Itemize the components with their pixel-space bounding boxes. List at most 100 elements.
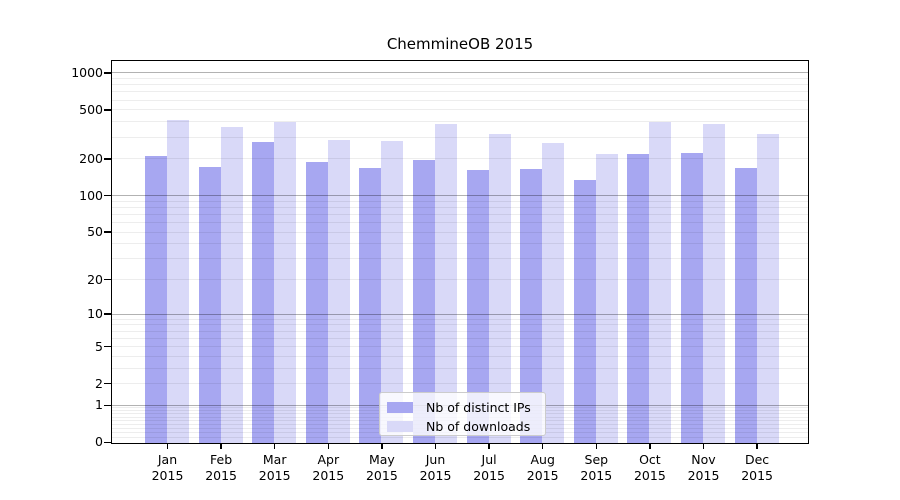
legend-swatch-distinct-ips [387, 402, 413, 413]
x-tick-month: Mar [262, 452, 287, 467]
x-tick-mark [595, 444, 598, 449]
x-tick-label: May 2015 [350, 452, 414, 484]
y-tick-label: 1 [95, 397, 103, 413]
x-tick-month: Aug [530, 452, 555, 467]
x-tick-label: Feb 2015 [189, 452, 253, 484]
y-tick-label: 100 [79, 187, 103, 203]
y-tick-mark [104, 278, 111, 281]
minor-gridline [112, 213, 808, 215]
minor-gridline [112, 77, 808, 79]
x-tick-mark [327, 444, 330, 449]
x-tick-year: 2015 [633, 468, 666, 483]
x-tick-month: Sep [584, 452, 609, 467]
legend-label: Nb of downloads [426, 419, 531, 434]
bar-distinct-ips [412, 159, 435, 443]
legend-label: Nb of distinct IPs [426, 400, 531, 415]
y-tick-mark [104, 313, 111, 315]
x-tick-month: Oct [639, 452, 661, 467]
x-tick-year: 2015 [473, 468, 505, 483]
legend-item: Nb of downloads [387, 418, 545, 435]
x-tick-year: 2015 [312, 468, 345, 483]
bar-downloads [166, 119, 189, 443]
minor-gridline [112, 121, 808, 123]
minor-gridline [112, 206, 808, 208]
bar-distinct-ips [734, 167, 757, 443]
y-tick-label: 1000 [71, 64, 103, 80]
x-tick-year: 2015 [258, 468, 291, 483]
minor-gridline [112, 355, 808, 357]
y-tick-mark [104, 157, 111, 160]
x-tick-month: Jan [157, 452, 178, 467]
minor-gridline [112, 200, 808, 202]
y-tick-mark [104, 345, 111, 348]
y-tick-label: 2 [95, 375, 103, 391]
plot-area: Nb of distinct IPs Nb of downloads [111, 60, 809, 444]
bar-distinct-ips [627, 153, 650, 443]
bar-downloads [274, 122, 297, 443]
minor-gridline [112, 84, 808, 86]
x-tick-year: 2015 [151, 468, 184, 483]
minor-gridline [112, 318, 808, 320]
chart-title: ChemmineOB 2015 [386, 35, 534, 53]
x-tick-mark [434, 444, 437, 449]
bar-downloads [327, 139, 350, 443]
x-tick-year: 2015 [205, 468, 237, 483]
x-tick-label: Mar 2015 [243, 452, 307, 484]
bar-downloads [220, 126, 243, 443]
y-tick-mark [104, 441, 111, 444]
bar-distinct-ips [573, 179, 596, 443]
x-tick-year: 2015 [365, 468, 398, 483]
minor-gridline [112, 221, 808, 223]
y-tick-mark [104, 231, 111, 233]
y-tick-mark [104, 72, 111, 74]
legend-swatch-downloads [387, 421, 413, 432]
minor-gridline [112, 345, 808, 347]
y-tick-label: 5 [95, 338, 103, 354]
minor-gridline [112, 436, 808, 438]
y-tick-label: 200 [79, 150, 103, 166]
x-tick-label: Oct 2015 [618, 452, 682, 484]
x-tick-mark [166, 444, 169, 449]
bar-distinct-ips [680, 153, 703, 443]
minor-gridline [112, 231, 808, 233]
x-tick-mark [649, 444, 651, 449]
minor-gridline [112, 367, 808, 369]
y-tick-label: 500 [79, 101, 103, 117]
x-tick-month: Jun [425, 452, 446, 467]
y-tick-label: 50 [87, 223, 103, 239]
x-tick-label: Jul 2015 [457, 452, 521, 484]
bar-downloads [595, 154, 618, 443]
x-tick-mark [381, 444, 383, 449]
bar-distinct-ips [466, 169, 489, 443]
x-tick-mark [220, 444, 222, 449]
x-tick-month: Dec [744, 452, 770, 467]
bar-downloads [756, 133, 779, 443]
minor-gridline [112, 258, 808, 260]
x-tick-month: Feb [210, 452, 233, 467]
x-tick-label: Apr 2015 [296, 452, 360, 484]
y-tick-mark [104, 404, 111, 407]
minor-gridline [112, 136, 808, 138]
x-tick-year: 2015 [526, 468, 559, 483]
bar-downloads [702, 123, 725, 443]
x-tick-month: Nov [691, 452, 716, 467]
minor-gridline [112, 330, 808, 332]
x-tick-label: Sep 2015 [564, 452, 628, 484]
x-tick-label: Dec 2015 [725, 452, 789, 484]
bar-distinct-ips [198, 167, 221, 443]
y-tick-label: 20 [87, 271, 103, 287]
x-tick-month: Apr [317, 452, 340, 467]
bar-distinct-ips [252, 141, 275, 443]
y-tick-mark [104, 382, 111, 385]
bar-downloads [488, 134, 511, 443]
bar-downloads [542, 142, 565, 443]
bars-layer [112, 61, 808, 443]
major-gridline [112, 313, 808, 315]
x-tick-label: Nov 2015 [672, 452, 736, 484]
minor-gridline [112, 91, 808, 93]
x-tick-year: 2015 [687, 468, 720, 483]
x-tick-year: 2015 [580, 468, 613, 483]
minor-gridline [112, 383, 808, 385]
major-gridline [112, 72, 808, 74]
